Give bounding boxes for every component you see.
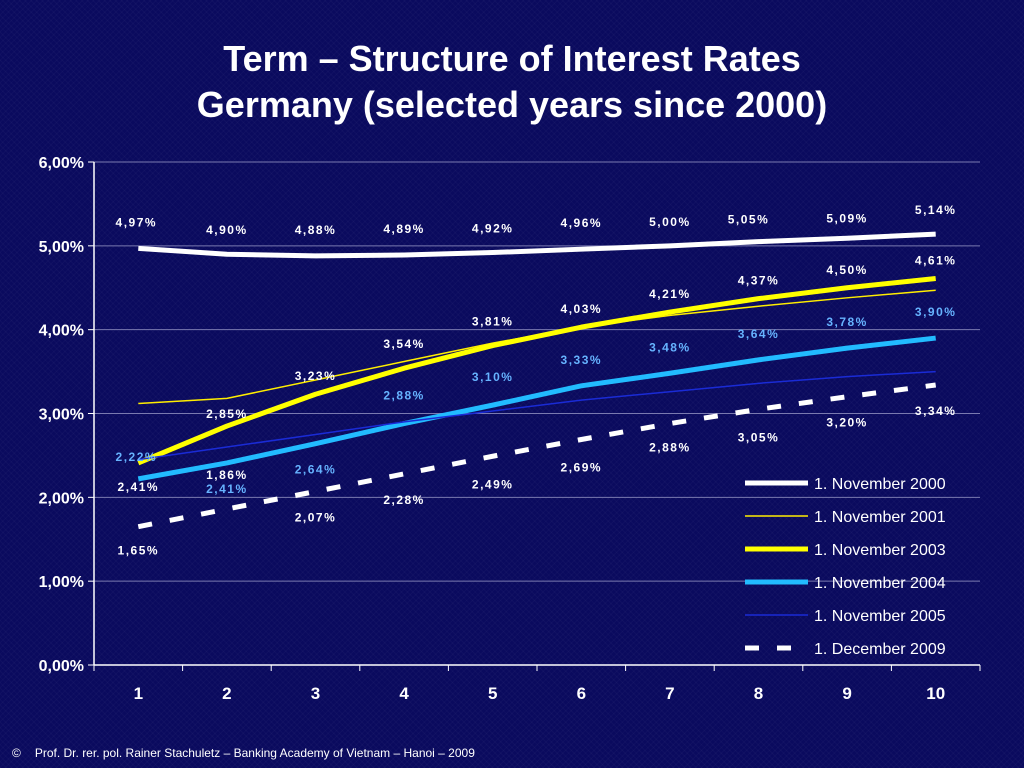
data-label: 3,54% xyxy=(383,337,425,351)
data-label: 2,64% xyxy=(295,463,337,477)
data-label: 4,90% xyxy=(206,223,248,237)
slide-title: Term – Structure of Interest Rates Germa… xyxy=(0,36,1024,128)
data-label: 5,14% xyxy=(915,203,957,217)
x-tick-label: 5 xyxy=(488,684,497,703)
series-line-1 xyxy=(138,289,936,405)
data-label: 5,00% xyxy=(649,215,691,229)
series-line-5 xyxy=(137,382,937,530)
x-tick-label: 8 xyxy=(754,684,763,703)
data-label: 5,09% xyxy=(826,211,868,225)
data-label: 4,89% xyxy=(383,222,425,236)
data-label: 2,49% xyxy=(472,477,514,491)
data-label: 4,37% xyxy=(738,274,780,288)
data-label: 3,20% xyxy=(826,416,868,430)
data-label: 3,33% xyxy=(561,353,603,367)
legend-label: 1. November 2000 xyxy=(814,476,946,493)
data-label: 1,86% xyxy=(206,468,248,482)
series-line-3 xyxy=(137,335,936,482)
data-label: 4,50% xyxy=(826,263,868,277)
data-label: 3,05% xyxy=(738,430,780,444)
data-label: 2,88% xyxy=(383,389,425,403)
data-label: 4,96% xyxy=(561,216,603,230)
data-label: 4,61% xyxy=(915,254,957,268)
x-tick-label: 3 xyxy=(311,684,320,703)
y-tick-label: 4,00% xyxy=(39,323,84,340)
data-label: 2,41% xyxy=(206,482,248,496)
data-label: 2,41% xyxy=(118,480,160,494)
y-tick-label: 6,00% xyxy=(39,155,84,172)
title-line-2: Germany (selected years since 2000) xyxy=(196,84,828,125)
footer: © Prof. Dr. rer. pol. Rainer Stachuletz –… xyxy=(12,746,489,760)
data-label: 3,90% xyxy=(915,305,957,319)
data-label: 4,88% xyxy=(295,223,337,237)
data-label: 3,34% xyxy=(915,404,957,418)
y-tick-label: 5,00% xyxy=(39,239,84,256)
data-label: 2,07% xyxy=(295,510,337,524)
series-line-2 xyxy=(137,276,936,466)
legend-label: 1. December 2009 xyxy=(814,641,946,658)
data-label: 3,64% xyxy=(738,327,780,341)
x-tick-label: 10 xyxy=(926,684,945,703)
x-tick-label: 1 xyxy=(134,684,143,703)
data-label: 2,28% xyxy=(383,493,425,507)
legend-label: 1. November 2003 xyxy=(814,542,946,559)
data-label: 4,21% xyxy=(649,287,691,301)
data-label: 3,10% xyxy=(472,370,514,384)
y-tick-label: 0,00% xyxy=(39,658,84,675)
x-tick-label: 6 xyxy=(577,684,586,703)
series-line-4 xyxy=(138,370,936,461)
data-label: 4,97% xyxy=(116,215,158,229)
data-label: 4,03% xyxy=(561,302,603,316)
y-tick-label: 3,00% xyxy=(39,407,84,424)
legend-label: 1. November 2005 xyxy=(814,608,946,625)
x-tick-label: 4 xyxy=(399,684,409,703)
footer-text: Prof. Dr. rer. pol. Rainer Stachuletz – … xyxy=(34,746,475,760)
title-line-1: Term – Structure of Interest Rates xyxy=(223,38,801,79)
data-label: 2,85% xyxy=(206,407,248,421)
x-tick-label: 2 xyxy=(222,684,231,703)
data-label: 3,78% xyxy=(826,315,868,329)
data-label: 2,22% xyxy=(116,450,158,464)
y-tick-label: 1,00% xyxy=(39,574,84,591)
data-label: 2,88% xyxy=(649,441,691,455)
data-label: 2,69% xyxy=(561,460,603,474)
y-tick-label: 2,00% xyxy=(39,490,84,507)
data-label: 3,48% xyxy=(649,340,691,354)
data-label: 3,23% xyxy=(295,369,337,383)
x-tick-label: 9 xyxy=(842,684,851,703)
legend-label: 1. November 2001 xyxy=(814,509,946,526)
x-tick-label: 7 xyxy=(665,684,674,703)
data-label: 3,81% xyxy=(472,315,514,329)
series-line-0 xyxy=(138,231,936,259)
copyright-symbol: © xyxy=(12,746,21,760)
data-label: 5,05% xyxy=(728,213,770,227)
data-label: 4,92% xyxy=(472,222,514,236)
legend-label: 1. November 2004 xyxy=(814,575,946,592)
data-label: 1,65% xyxy=(118,544,160,558)
